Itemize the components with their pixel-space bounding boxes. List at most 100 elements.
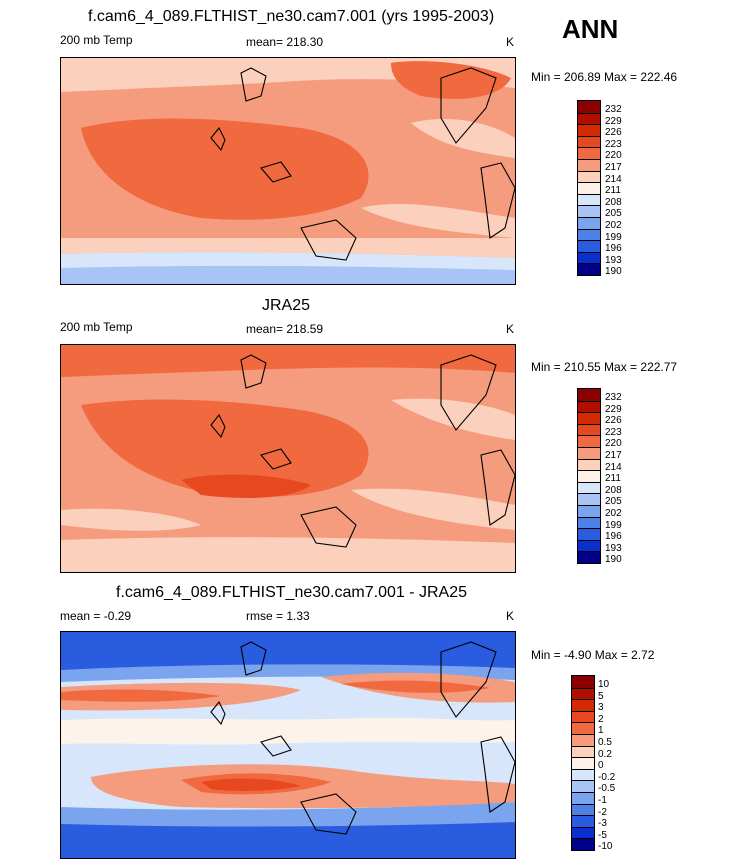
panel3-colorbar-label: 0.5	[598, 737, 612, 748]
panel2-colorbar-swatch	[578, 551, 600, 563]
panel3-colorbar-swatch	[572, 757, 594, 769]
panel3-colorbar-swatch	[572, 838, 594, 850]
panel1-colorbar-label: 193	[605, 254, 622, 266]
panel3-colorbar-swatch	[572, 733, 594, 746]
panel1-colorbar-label: 232	[605, 104, 622, 115]
panel2-colorbar-swatch	[578, 481, 600, 494]
panel3-title: f.cam6_4_089.FLTHIST_ne30.cam7.001 - JRA…	[116, 584, 467, 601]
panel3-colorbar-swatch	[572, 722, 594, 734]
panel2-colorbar	[577, 388, 601, 564]
panel1-colorbar-swatch	[578, 124, 600, 136]
panel1-colorbar-swatch	[578, 112, 600, 125]
panel1-colorbar-label: 205	[605, 208, 622, 220]
panel1-colorbar-swatch	[578, 101, 600, 113]
panel2-colorbar-label: 190	[605, 554, 622, 566]
panel2-colorbar-swatch	[578, 528, 600, 540]
panel1-mean-label: mean= 218.30	[246, 35, 324, 49]
panel3-colorbar-swatch	[572, 699, 594, 711]
panel1-colorbar-swatch	[578, 251, 600, 264]
panel2-units-label: K	[506, 322, 515, 336]
panel2-variable-label: 200 mb Temp	[60, 320, 133, 334]
panel2-colorbar-swatch	[578, 446, 600, 459]
panel2-colorbar-label: 199	[605, 519, 622, 531]
panel1-map	[60, 57, 516, 285]
panel3-minmax: Min = -4.90 Max = 2.72	[531, 648, 655, 662]
panel2-colorbar-label: 214	[605, 461, 622, 473]
panel2-colorbar-swatch	[578, 516, 600, 529]
panel1-colorbar-swatch	[578, 205, 600, 217]
panel3-colorbar-label: -0.2	[598, 771, 616, 783]
panel3-colorbar-label: 0.2	[598, 748, 612, 760]
panel2-colorbar-swatch	[578, 389, 600, 401]
panel3-colorbar-label: 10	[598, 679, 610, 690]
panel1-minmax: Min = 206.89 Max = 222.46	[531, 70, 678, 84]
panel2-colorbar-label: 193	[605, 542, 622, 554]
panel1-colorbar-label: 202	[605, 220, 622, 231]
panel3-colorbar-label: -10	[598, 841, 613, 853]
panel1-colorbar-swatch	[578, 240, 600, 252]
panel3-colorbar-swatch	[572, 745, 594, 758]
panel2-colorbar-label: 205	[605, 496, 622, 508]
panel2-colorbar-swatch	[578, 458, 600, 471]
panel2-colorbar-label: 220	[605, 438, 622, 450]
panel2-colorbar-label: 211	[605, 473, 621, 485]
panel3-colorbar-label: -3	[598, 818, 607, 830]
panel1-colorbar-swatch	[578, 147, 600, 159]
panel2-colorbar-label: 217	[605, 450, 622, 461]
panel1-colorbar-label: 190	[605, 266, 622, 278]
panel3-colorbar-label: -1	[598, 795, 607, 806]
panel1-colorbar-label: 196	[605, 243, 622, 255]
panel1-colorbar-label: 199	[605, 231, 622, 243]
panel2-colorbar-swatch	[578, 400, 600, 413]
panel1-colorbar-label: 217	[605, 162, 622, 173]
panel3-rmse-label: rmse = 1.33	[246, 609, 310, 623]
panel1-colorbar-label: 229	[605, 115, 622, 127]
panel1-colorbar	[577, 100, 601, 276]
panel2-colorbar-label: 223	[605, 426, 622, 438]
panel1-colorbar-label: 208	[605, 196, 622, 208]
panel3-units-label: K	[506, 609, 515, 623]
panel3-colorbar-swatch	[572, 687, 594, 700]
panel3-colorbar-swatch	[572, 791, 594, 804]
panel1-colorbar-label: 214	[605, 173, 622, 185]
panel3-colorbar-swatch	[572, 768, 594, 781]
panel3-colorbar-label: 0	[598, 760, 604, 772]
panel1-colorbar-swatch	[578, 182, 600, 194]
panel1-colorbar-swatch	[578, 216, 600, 229]
season-label: ANN	[562, 14, 619, 44]
panel1-colorbar-swatch	[578, 193, 600, 206]
panel2-colorbar-label: 229	[605, 403, 622, 415]
panel2-colorbar-swatch	[578, 493, 600, 505]
panel3-colorbar-swatch	[572, 780, 594, 792]
panel1-colorbar-swatch	[578, 228, 600, 241]
panel2-minmax: Min = 210.55 Max = 222.77	[531, 360, 678, 374]
panel1-colorbar-label: 220	[605, 150, 622, 162]
panel1-colorbar-label: 226	[605, 127, 622, 139]
panel2-mean-label: mean= 218.59	[246, 322, 324, 336]
panel2-colorbar-swatch	[578, 435, 600, 447]
panel2-colorbar-label: 232	[605, 392, 622, 403]
panel2-colorbar-swatch	[578, 539, 600, 552]
panel1-title: f.cam6_4_089.FLTHIST_ne30.cam7.001 (yrs …	[88, 8, 495, 25]
panel3-colorbar	[571, 675, 595, 851]
panel2-colorbar-label: 196	[605, 531, 622, 543]
panel3-colorbar-label: 5	[598, 690, 604, 702]
panel2-map	[60, 344, 516, 573]
panel3-colorbar-label: 1	[598, 725, 604, 737]
panel3-colorbar-swatch	[572, 676, 594, 688]
panel2-colorbar-swatch	[578, 504, 600, 517]
panel3-colorbar-label: -2	[598, 806, 607, 818]
panel3-colorbar-swatch	[572, 815, 594, 827]
panel3-colorbar-label: -5	[598, 829, 607, 841]
panel2-colorbar-swatch	[578, 423, 600, 436]
panel2-colorbar-label: 202	[605, 508, 622, 519]
panel2-colorbar-label: 208	[605, 484, 622, 496]
panel2-title: JRA25	[262, 297, 311, 314]
panel2-colorbar-swatch	[578, 470, 600, 482]
panel2-colorbar-label: 226	[605, 415, 622, 427]
panel1-variable-label: 200 mb Temp	[60, 33, 133, 47]
panel3-mean-label: mean = -0.29	[60, 609, 132, 623]
panel1-colorbar-label: 211	[605, 185, 621, 197]
panel3-colorbar-label: 2	[598, 713, 604, 725]
panel2-colorbar-swatch	[578, 412, 600, 424]
